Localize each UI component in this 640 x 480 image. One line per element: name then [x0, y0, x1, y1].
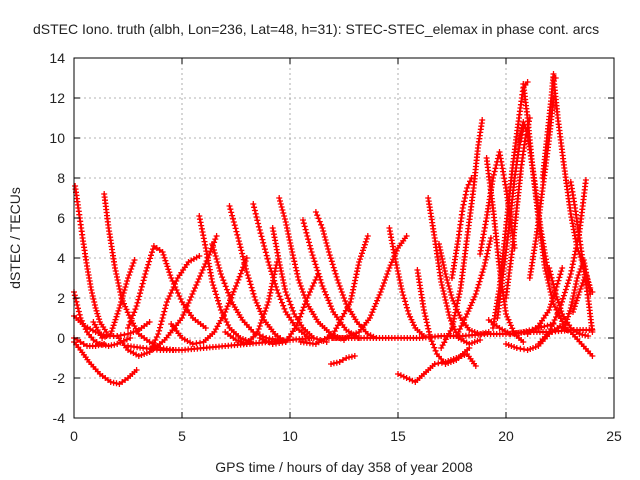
data-series — [524, 265, 566, 337]
data-series — [146, 233, 220, 355]
x-tick-label: 5 — [178, 428, 186, 444]
data-series — [449, 175, 475, 281]
y-tick-label: 4 — [57, 250, 65, 266]
series-markers — [297, 233, 371, 347]
series-markers — [196, 213, 255, 345]
series-markers — [312, 209, 380, 341]
y-tick-label: -4 — [53, 410, 66, 426]
series-markers — [526, 95, 557, 281]
series-markers — [550, 75, 587, 269]
data-series — [196, 213, 255, 345]
series-markers — [524, 265, 566, 337]
series-markers — [494, 125, 527, 321]
series-markers — [125, 335, 315, 353]
series-markers — [276, 195, 347, 343]
data-series — [386, 225, 427, 339]
data-series — [490, 79, 531, 331]
series-line — [198, 214, 253, 344]
data-series — [328, 353, 358, 367]
data-series — [455, 235, 494, 335]
data-series — [90, 257, 138, 341]
data-series — [526, 95, 557, 281]
y-tick-labels: -4 -2 0 2 4 6 8 10 12 14 — [49, 50, 65, 426]
series-markers — [90, 257, 138, 341]
data-series — [438, 117, 486, 351]
data-series — [570, 271, 596, 315]
y-tick-label: 8 — [57, 170, 65, 186]
data-series — [300, 217, 363, 341]
data-series — [222, 259, 280, 347]
x-tick-label: 25 — [606, 428, 622, 444]
series-markers — [269, 225, 330, 345]
series-markers — [490, 79, 531, 331]
data-series — [395, 351, 479, 385]
series-markers — [414, 267, 473, 367]
series-markers — [146, 233, 220, 355]
data-series — [297, 233, 371, 347]
series-markers — [455, 235, 494, 335]
series-markers — [438, 117, 486, 351]
x-tick-label: 0 — [70, 428, 78, 444]
series-line — [301, 218, 361, 340]
data-series — [269, 225, 330, 345]
y-tick-label: 0 — [57, 330, 65, 346]
x-tick-label: 20 — [498, 428, 514, 444]
series-markers — [256, 271, 322, 347]
data-series — [312, 209, 380, 341]
data-series — [414, 267, 473, 367]
y-tick-label: 2 — [57, 290, 65, 306]
x-tick-labels: 0 5 10 15 20 25 — [70, 428, 622, 444]
series-markers — [114, 253, 203, 359]
axis-ticks — [73, 57, 615, 419]
series-markers — [449, 175, 475, 281]
data-series — [550, 75, 587, 269]
series-line — [103, 192, 175, 352]
y-tick-label: 14 — [49, 50, 65, 66]
data-series — [72, 183, 110, 335]
series-markers — [300, 217, 363, 341]
data-series — [125, 243, 209, 331]
data-series — [425, 195, 484, 347]
series-layer — [71, 71, 596, 387]
chart-title: dSTEC Iono. truth (albh, Lon=236, Lat=48… — [33, 21, 599, 37]
series-markers — [503, 323, 596, 359]
y-tick-label: 12 — [49, 90, 65, 106]
plot-frame — [73, 57, 615, 419]
data-series — [503, 323, 596, 359]
series-markers — [386, 225, 427, 339]
y-axis-title: dSTEC / TECUs — [7, 187, 23, 289]
series-markers — [425, 195, 484, 347]
data-series — [114, 253, 203, 359]
grid — [74, 58, 614, 418]
data-series — [503, 115, 533, 301]
data-series — [256, 271, 322, 347]
series-markers — [125, 243, 209, 331]
x-tick-label: 15 — [390, 428, 406, 444]
x-axis-title: GPS time / hours of day 358 of year 2008 — [215, 459, 473, 475]
y-tick-label: 6 — [57, 210, 65, 226]
y-tick-label: 10 — [49, 130, 65, 146]
series-markers — [328, 353, 358, 367]
data-series — [276, 195, 347, 343]
series-markers — [570, 271, 596, 315]
series-markers — [503, 115, 533, 301]
y-tick-label: -2 — [53, 370, 66, 386]
x-tick-label: 10 — [282, 428, 298, 444]
data-series — [494, 125, 527, 321]
